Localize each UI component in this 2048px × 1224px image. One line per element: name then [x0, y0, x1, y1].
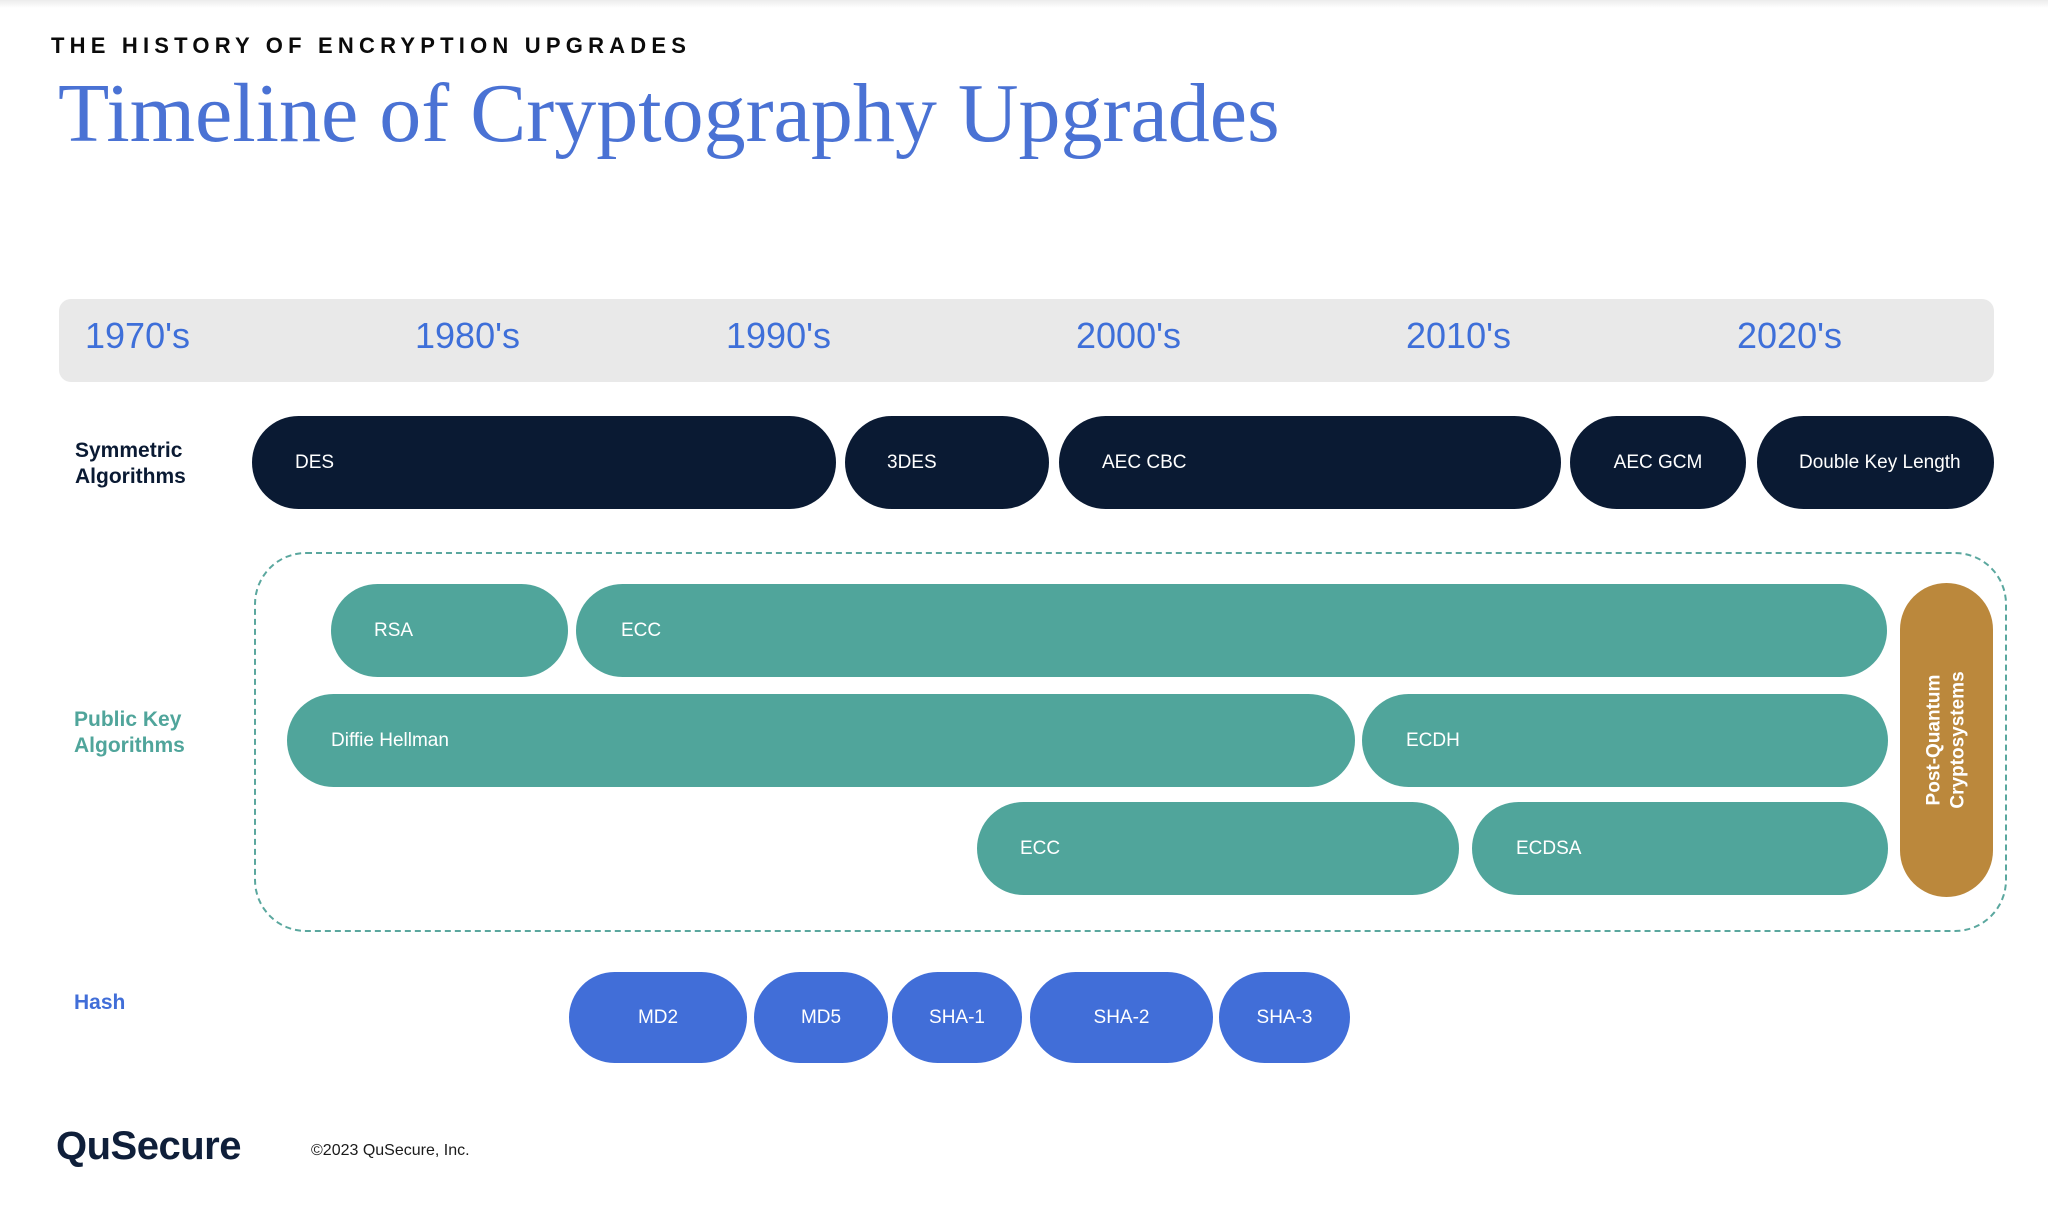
public-key-group-border	[254, 552, 2007, 932]
pill-ecdsa: ECDSA	[1472, 802, 1888, 895]
row-label-line: Public Key	[74, 708, 182, 731]
qusecure-logo: QuSecure	[56, 1124, 241, 1168]
pill-label: Double Key Length	[1799, 451, 1961, 473]
pill-double-key-length: Double Key Length	[1757, 416, 1994, 509]
decade-2010s: 2010's	[1406, 315, 1511, 356]
pill-aec-cbc: AEC CBC	[1059, 416, 1561, 509]
decade-header-bar	[59, 299, 1994, 382]
row-label-line: Algorithms	[75, 465, 186, 488]
page-title: Timeline of Cryptography Upgrades	[58, 67, 1280, 160]
pill-sha-2: SHA-2	[1030, 972, 1213, 1063]
pill-post-quantum-cryptosystems: Post-Quantum Cryptosystems	[1900, 583, 1993, 897]
pill-label-line: Post-Quantum	[1923, 674, 1945, 806]
decade-1980s: 1980's	[415, 315, 520, 356]
pill-md2: MD2	[569, 972, 747, 1063]
row-label-hash: Hash	[74, 991, 126, 1014]
pill-label: 3DES	[887, 451, 937, 473]
eyebrow-heading: THE HISTORY OF ENCRYPTION UPGRADES	[51, 33, 692, 58]
pill-md5: MD5	[754, 972, 888, 1063]
pill-aec-gcm: AEC GCM	[1570, 416, 1746, 509]
pill-label: SHA-1	[929, 1006, 985, 1028]
pill-label: DES	[295, 451, 335, 473]
row-label-line: Symmetric	[75, 439, 183, 462]
decade-1970s: 1970's	[85, 315, 190, 356]
pill-label: Diffie Hellman	[331, 729, 449, 751]
pill-label: SHA-3	[1256, 1006, 1313, 1028]
pill-label: AEC CBC	[1102, 451, 1187, 473]
pill-label: ECC	[621, 619, 662, 641]
pill-label: ECDH	[1406, 729, 1460, 751]
pill-label-vertical: Post-Quantum Cryptosystems	[1923, 671, 1971, 808]
row-label-line: Algorithms	[74, 734, 185, 757]
pill-label: MD5	[800, 1006, 842, 1028]
pill-ecdh: ECDH	[1362, 694, 1888, 787]
pill-3des: 3DES	[845, 416, 1049, 509]
pill-rsa: RSA	[331, 584, 568, 677]
row-label-symmetric: Symmetric Algorithms	[75, 438, 186, 490]
decade-2000s: 2000's	[1076, 315, 1181, 356]
pill-label: ECC	[1020, 837, 1061, 859]
pill-label: MD2	[637, 1006, 679, 1028]
pill-ecc-row3: ECC	[977, 802, 1459, 895]
pill-label: AEC GCM	[1613, 451, 1703, 473]
pill-label-line: Cryptosystems	[1947, 671, 1969, 809]
decade-2020s: 2020's	[1737, 315, 1842, 356]
pill-sha-3: SHA-3	[1219, 972, 1350, 1063]
copyright-text: ©2023 QuSecure, Inc.	[311, 1142, 470, 1159]
pill-diffie-hellman: Diffie Hellman	[287, 694, 1355, 787]
pill-ecc-row1: ECC	[576, 584, 1887, 677]
pill-des: DES	[252, 416, 836, 509]
pill-label: RSA	[374, 619, 414, 641]
row-label-public-key: Public Key Algorithms	[74, 707, 185, 759]
pill-sha-1: SHA-1	[892, 972, 1022, 1063]
decade-1990s: 1990's	[726, 315, 831, 356]
pill-label: ECDSA	[1516, 837, 1582, 859]
pill-label: SHA-2	[1093, 1006, 1150, 1028]
top-shade	[0, 0, 2048, 8]
